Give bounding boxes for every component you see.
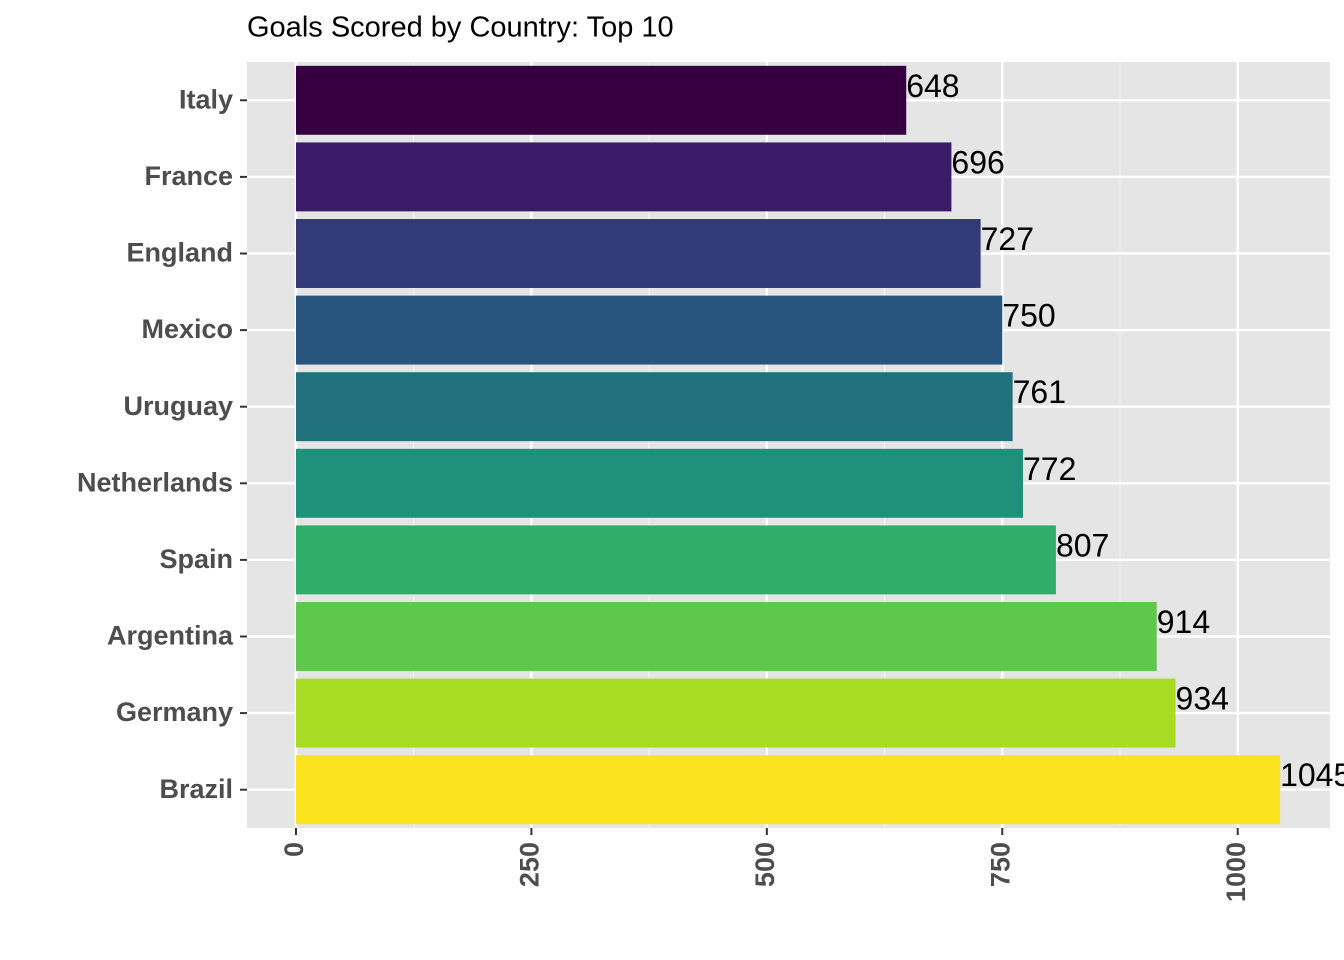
- y-tick-label: Italy: [179, 84, 233, 114]
- y-tick-label: Spain: [159, 544, 233, 574]
- bar: [295, 755, 1281, 825]
- x-tick-label: 250: [515, 842, 545, 887]
- bar: [295, 372, 1013, 442]
- data-label: 934: [1176, 681, 1229, 717]
- data-label: 1045: [1280, 757, 1344, 793]
- data-label: 750: [1002, 298, 1055, 334]
- bar: [295, 448, 1023, 518]
- marks: 648 696 727 750 761 772 807 914 934 1045: [295, 65, 1344, 825]
- chart-title: Goals Scored by Country: Top 10: [247, 12, 674, 44]
- x-tick-label: 750: [985, 842, 1015, 887]
- y-tick-label: Netherlands: [77, 467, 233, 497]
- x-tick-label: 500: [750, 842, 780, 887]
- y-tick-label: Germany: [116, 697, 233, 727]
- data-label: 914: [1157, 604, 1210, 640]
- bar: [295, 678, 1176, 748]
- data-label: 727: [981, 221, 1034, 257]
- y-tick-label: England: [127, 238, 234, 268]
- x-tick-label: 0: [279, 842, 309, 857]
- y-tick-label: Argentina: [107, 621, 234, 651]
- bar: [295, 65, 907, 135]
- data-label: 648: [906, 68, 959, 104]
- y-tick-label: Mexico: [141, 314, 233, 344]
- bar: [295, 602, 1157, 671]
- x-tick-label: 1000: [1221, 842, 1251, 902]
- y-tick-label: Brazil: [159, 774, 233, 804]
- bar: [295, 142, 952, 212]
- y-tick-label: France: [144, 161, 233, 191]
- bar: [295, 525, 1056, 595]
- data-label: 761: [1013, 374, 1066, 410]
- data-label: 696: [951, 144, 1004, 180]
- bar: [295, 219, 981, 288]
- y-tick-label: Uruguay: [123, 391, 233, 421]
- bar: [295, 295, 1003, 365]
- data-label: 772: [1023, 451, 1076, 487]
- data-label: 807: [1056, 527, 1109, 563]
